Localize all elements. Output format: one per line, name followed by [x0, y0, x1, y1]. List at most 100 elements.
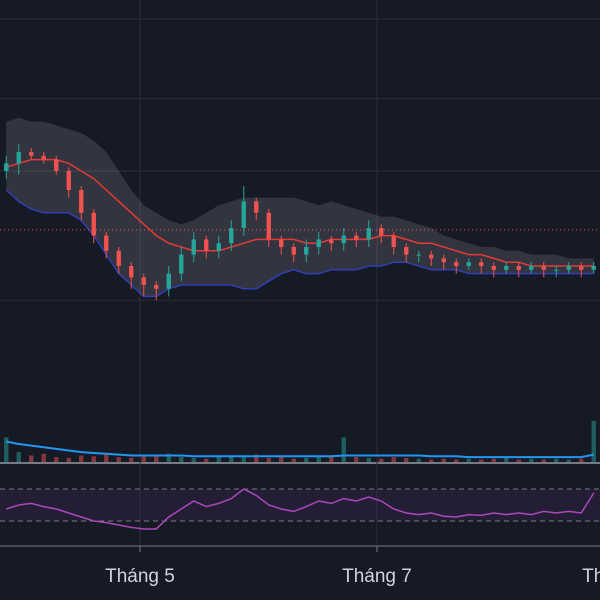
candle-body [591, 266, 596, 270]
volume-bar [141, 456, 146, 462]
volume-bar [229, 456, 234, 462]
candle-body [491, 266, 496, 270]
volume-bar [304, 457, 309, 462]
volume-bar [216, 457, 221, 462]
candle-body [541, 266, 546, 270]
lower-band [5, 189, 594, 298]
volume-bar [66, 457, 71, 462]
candle-body [479, 262, 484, 266]
candle-body [366, 228, 371, 240]
rsi-line [6, 488, 595, 530]
volume-bar [154, 455, 159, 462]
volume-ma [6, 440, 594, 459]
volume-bar [91, 456, 96, 462]
x-tick-label: Tháng 5 [105, 566, 175, 587]
candle-body [79, 190, 84, 213]
band-fill [6, 117, 594, 297]
candle-body [179, 254, 184, 274]
volume-bar [591, 421, 596, 462]
candle-body [529, 266, 534, 270]
volume-bar [104, 454, 109, 462]
volume-bar [204, 458, 209, 462]
candle-body [391, 235, 396, 247]
rsi-band [0, 489, 600, 521]
volume-bar [179, 457, 184, 462]
candle-body [191, 239, 196, 255]
candle-body [504, 266, 509, 270]
volume-bar [579, 458, 584, 462]
candle-body [154, 285, 159, 289]
candle-body [91, 212, 96, 236]
candle-body [429, 254, 434, 259]
candle-body [454, 262, 459, 266]
candle-body [441, 258, 446, 263]
candle-body [66, 171, 71, 190]
candle-body [516, 266, 521, 270]
candle-body [316, 239, 321, 247]
volume-bar [279, 457, 284, 462]
volume-bar [491, 458, 496, 462]
candle-body [204, 239, 209, 251]
volume-bar [341, 437, 346, 462]
candle-body [379, 228, 384, 236]
volume-bar [441, 458, 446, 462]
volume-bar [504, 457, 509, 462]
candle-body [279, 239, 284, 247]
volume-bar [516, 459, 521, 462]
volume-bar [79, 455, 84, 462]
candle-body [341, 235, 346, 244]
volume-bar [429, 459, 434, 462]
candle-body [16, 152, 21, 164]
volume-bar [4, 437, 9, 462]
volume-bar [391, 457, 396, 462]
candle-body [129, 266, 134, 278]
volume-bar [116, 457, 121, 462]
candle-body [104, 235, 109, 251]
candle-body [116, 250, 121, 266]
volume-bar [41, 453, 46, 462]
candle-body [404, 247, 409, 255]
volume-bar [241, 455, 246, 462]
candle-body [291, 247, 296, 255]
volume-bar [354, 457, 359, 462]
candle-body [229, 228, 234, 244]
candle-body [166, 273, 171, 289]
volume-bar [466, 458, 471, 462]
candle-body [4, 163, 9, 171]
volume-bar [529, 458, 534, 462]
volume-bar [379, 458, 384, 462]
candle-body [466, 262, 471, 266]
volume-bar [191, 457, 196, 462]
candle-body [416, 254, 421, 256]
candle-body [241, 201, 246, 228]
candle-body [329, 239, 334, 244]
candle-body [29, 152, 34, 156]
volume-bar [404, 457, 409, 462]
volume-bar [254, 454, 259, 462]
candle-body [566, 266, 571, 270]
volume-bar [291, 458, 296, 462]
candle-body [554, 269, 559, 271]
volume-bar [54, 457, 59, 462]
volume-bar [454, 459, 459, 462]
volume-bar [479, 459, 484, 462]
volume-bar [166, 453, 171, 462]
volume-bar [554, 458, 559, 462]
volume-bar [16, 452, 21, 462]
volume-bar [329, 456, 334, 462]
middle-band [6, 158, 594, 267]
candle-body [54, 159, 59, 171]
x-tick-label: Tháng 9 [582, 566, 600, 587]
volume-bar [316, 457, 321, 462]
candle-body [266, 212, 271, 240]
volume-bar [366, 457, 371, 462]
candle-body [354, 235, 359, 240]
candle-body [41, 155, 46, 160]
volume-bar [566, 459, 571, 462]
candle-body [141, 277, 146, 285]
candle-body [254, 201, 259, 213]
candle-body [216, 243, 221, 251]
volume-bar [129, 457, 134, 462]
